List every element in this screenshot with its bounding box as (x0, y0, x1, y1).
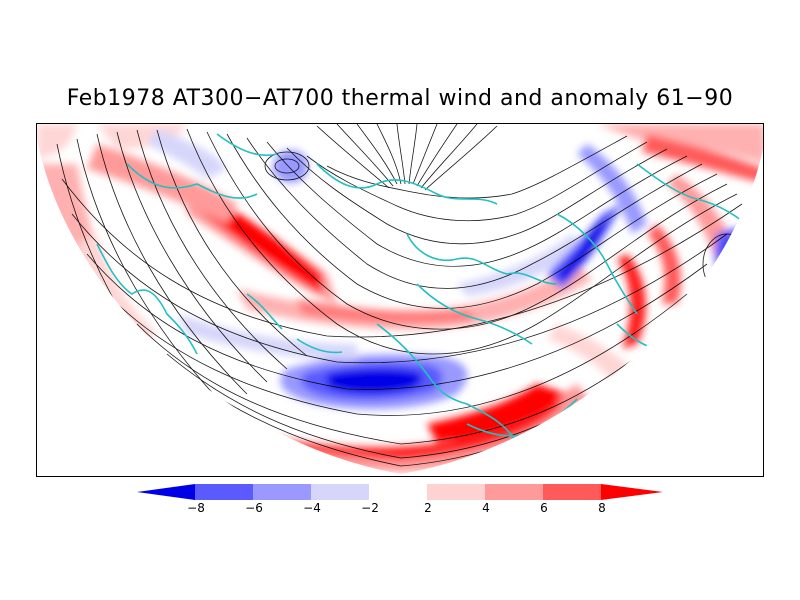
thermal-wind-streamlines (56, 124, 752, 467)
colorbar-bin-6 (427, 484, 485, 500)
plot-title: Feb1978 AT300−AT700 thermal wind and ano… (66, 86, 734, 111)
colorbar-label: 4 (482, 501, 490, 515)
colorbar-label: 2 (424, 501, 432, 515)
colorbar-label: −4 (303, 501, 321, 515)
colorbar-bin-5 (369, 484, 427, 500)
colorbar-bin-1 (137, 484, 195, 500)
anomaly-map (36, 123, 764, 477)
colorbar-label: 8 (598, 501, 606, 515)
colorbar-bin-8 (543, 484, 601, 500)
colorbar-bin-4 (311, 484, 369, 500)
colorbar-label: −6 (245, 501, 263, 515)
anomaly-shading (37, 124, 763, 474)
colorbar-bin-2 (195, 484, 253, 500)
colorbar-bin-3 (253, 484, 311, 500)
colorbar (137, 484, 663, 500)
colorbar-label: −8 (187, 501, 205, 515)
colorbar-label: 6 (540, 501, 548, 515)
map-canvas (37, 124, 763, 474)
colorbar-label: −2 (361, 501, 379, 515)
colorbar-bin-7 (485, 484, 543, 500)
colorbar-bin-9 (601, 484, 663, 500)
